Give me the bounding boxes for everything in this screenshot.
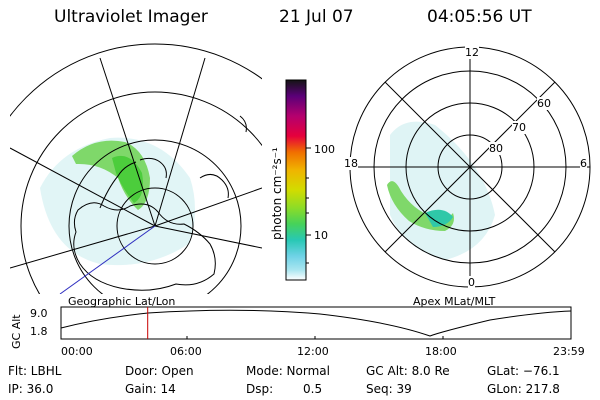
info-seq: Seq: 39 [366, 382, 412, 396]
coastline [73, 202, 216, 291]
altitude-curve [60, 309, 572, 337]
instrument-title: Ultraviolet Imager [54, 7, 208, 27]
mlat-mlt-map [349, 46, 591, 288]
time-label: 04:05:56 UT [427, 7, 532, 27]
time-tick-2359: 23:59 [553, 345, 585, 358]
info-dsp-label: Dsp: [246, 382, 274, 396]
lat-label-70: 70 [512, 121, 526, 134]
colorbar-unit-label: photon cm⁻²s⁻¹ [270, 147, 284, 240]
info-mode: Mode: Normal [246, 364, 330, 378]
mlt-label-6: 6 [580, 157, 587, 170]
altitude-ytick-high: 9.0 [30, 307, 48, 320]
colorbar-tick-10: 10 [314, 229, 328, 242]
info-glon: GLon: 217.8 [487, 382, 560, 396]
info-dsp-value: 0.5 [303, 382, 323, 396]
colorbar [285, 79, 311, 281]
time-tick-1200: 12:00 [297, 345, 329, 358]
info-gc-alt: GC Alt: 8.0 Re [366, 364, 450, 378]
geographic-map [10, 43, 262, 294]
auroral-emission-mlt [387, 121, 495, 261]
mlt-label-18: 18 [344, 157, 358, 170]
info-ip: IP: 36.0 [8, 382, 54, 396]
altitude-ytick-low: 1.8 [30, 325, 48, 338]
time-tick-0600: 06:00 [170, 345, 202, 358]
mlt-label-12: 12 [465, 46, 479, 59]
lat-label-80: 80 [489, 142, 503, 155]
right-map-caption: Apex MLat/MLT [413, 295, 496, 308]
time-tick-0000: 00:00 [61, 345, 93, 358]
lat-label-60: 60 [537, 97, 551, 110]
info-gain: Gain: 14 [125, 382, 176, 396]
time-tick-1800: 18:00 [425, 345, 457, 358]
altitude-ylabel: GC Alt [10, 314, 23, 349]
altitude-plot [60, 306, 572, 340]
colorbar-tick-100: 100 [314, 143, 335, 156]
info-door: Door: Open [125, 364, 194, 378]
left-map-caption: Geographic Lat/Lon [68, 295, 176, 308]
info-flt: Flt: LBHL [8, 364, 62, 378]
date-label: 21 Jul 07 [279, 7, 354, 27]
mlt-label-0: 0 [468, 276, 475, 289]
info-glat: GLat: −76.1 [487, 364, 560, 378]
auroral-emission [40, 137, 195, 266]
